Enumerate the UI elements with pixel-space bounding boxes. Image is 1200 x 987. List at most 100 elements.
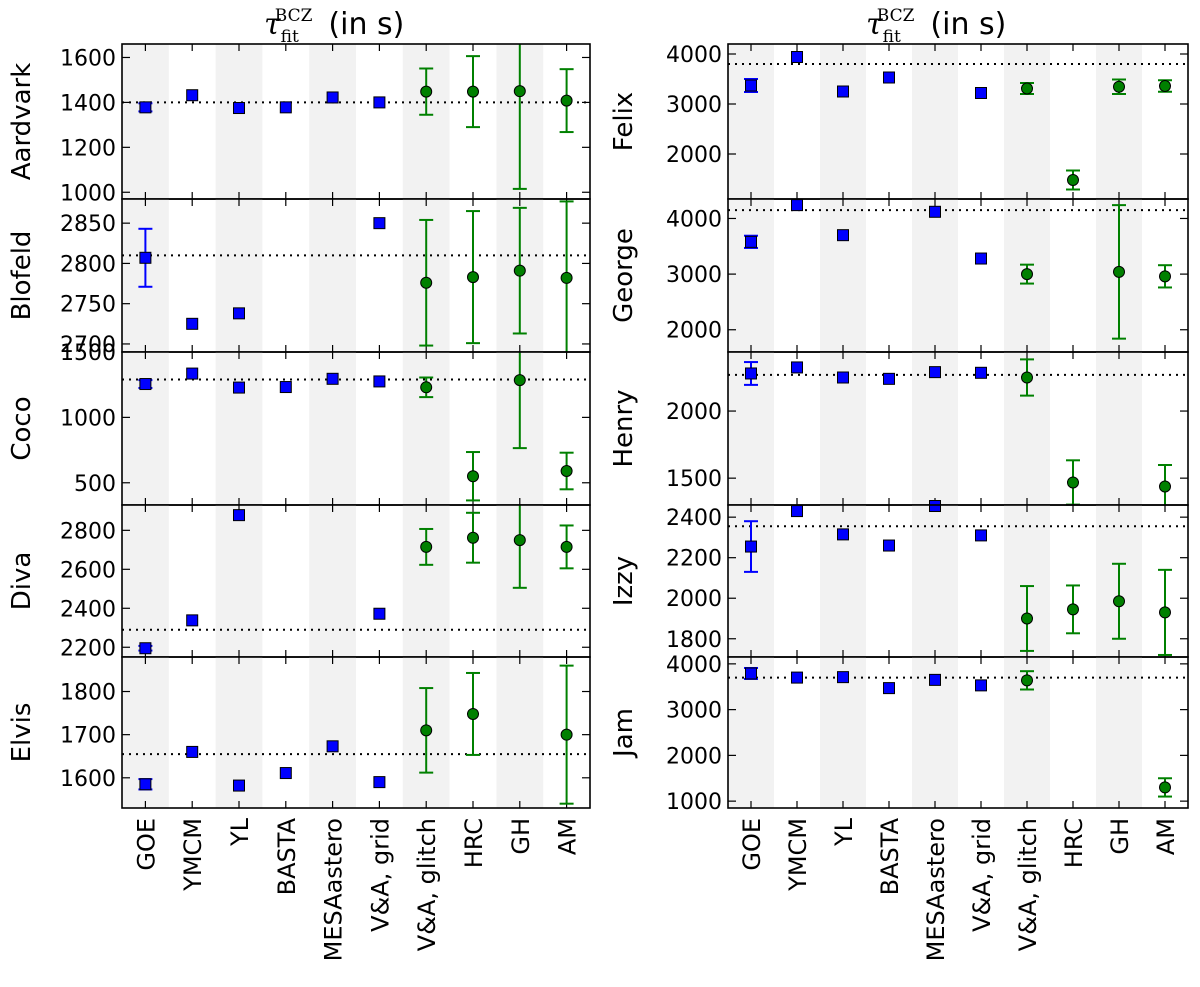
- data-point: [791, 51, 803, 63]
- data-point: [233, 307, 245, 320]
- circle-marker: [560, 271, 573, 284]
- x-category-label: YMCM: [179, 818, 207, 892]
- data-point: [559, 68, 574, 134]
- category-band: [309, 657, 356, 808]
- y-tick-label: 4000: [666, 207, 722, 232]
- data-point: [1066, 459, 1080, 506]
- x-category-label: V&A, grid: [968, 818, 996, 932]
- circle-marker: [513, 374, 526, 387]
- data-point: [138, 227, 153, 288]
- y-tick-label: 2200: [60, 636, 116, 661]
- data-point: [233, 102, 245, 115]
- data-point: [837, 671, 849, 684]
- data-point: [883, 71, 895, 84]
- square-marker: [186, 89, 199, 102]
- data-point: [1158, 568, 1172, 656]
- circle-marker: [1021, 674, 1033, 687]
- data-point: [929, 500, 941, 513]
- y-tick-label: 2400: [60, 597, 116, 622]
- data-point: [744, 78, 758, 93]
- circle-marker: [1067, 174, 1079, 186]
- data-point: [373, 776, 386, 789]
- square-marker: [233, 509, 245, 522]
- data-point: [837, 528, 849, 541]
- square-marker: [837, 371, 849, 384]
- category-band: [309, 44, 356, 199]
- square-marker: [929, 205, 941, 218]
- data-point: [1020, 263, 1034, 285]
- data-point: [419, 687, 434, 774]
- data-point: [466, 210, 480, 345]
- x-category-label: HRC: [460, 818, 488, 868]
- square-marker: [139, 778, 152, 791]
- data-point: [279, 101, 292, 114]
- category-band: [215, 44, 263, 199]
- x-category-label: GH: [1106, 818, 1134, 855]
- circle-marker: [560, 465, 573, 477]
- data-point: [186, 745, 199, 758]
- y-tick-label: 2700: [60, 333, 116, 358]
- square-marker: [975, 252, 987, 265]
- square-marker: [837, 528, 849, 541]
- category-band: [728, 199, 774, 352]
- category-band: [728, 44, 774, 199]
- data-point: [791, 361, 803, 374]
- category-band: [912, 199, 958, 352]
- category-band: [1096, 44, 1142, 199]
- category-band: [912, 505, 958, 657]
- y-tick-label: 2000: [666, 400, 722, 425]
- square-marker: [186, 614, 199, 627]
- data-point: [279, 767, 292, 780]
- square-marker: [373, 776, 386, 789]
- category-band: [820, 199, 866, 352]
- square-marker: [837, 671, 849, 684]
- y-axis-label: George: [609, 228, 639, 323]
- data-point: [975, 366, 987, 379]
- data-point: [186, 317, 199, 330]
- square-marker: [326, 372, 339, 385]
- square-marker: [186, 745, 199, 758]
- x-category-label: V&A, grid: [366, 818, 394, 932]
- square-marker: [791, 671, 803, 684]
- x-category-label: YL: [226, 817, 254, 847]
- data-point: [975, 252, 987, 265]
- square-marker: [975, 366, 987, 379]
- circle-marker: [420, 540, 433, 553]
- y-tick-label: 1500: [666, 467, 722, 492]
- data-point: [1020, 82, 1034, 95]
- square-marker: [139, 101, 152, 114]
- panel-frame: [121, 656, 591, 809]
- circle-marker: [420, 276, 433, 289]
- x-category-label: AM: [554, 818, 582, 855]
- data-point: [837, 229, 849, 242]
- square-marker: [139, 378, 152, 391]
- data-point: [233, 779, 245, 792]
- data-point: [138, 378, 153, 391]
- circle-marker: [1159, 80, 1171, 92]
- y-axis-label: Aardvark: [7, 63, 37, 181]
- data-point: [419, 376, 434, 399]
- circle-marker: [513, 85, 526, 98]
- data-point: [419, 67, 434, 116]
- title-subscript: fit: [281, 27, 299, 47]
- panel-coco: 500 1000 1500 Coco: [7, 341, 591, 506]
- square-marker: [929, 673, 941, 686]
- data-point: [512, 352, 527, 450]
- category-band: [820, 44, 866, 199]
- square-marker: [373, 96, 386, 109]
- y-tick-label: 3000: [666, 699, 722, 724]
- circle-marker: [1113, 80, 1125, 93]
- x-category-label: MESAastero: [922, 818, 950, 961]
- data-point: [929, 205, 941, 218]
- panel-blofeld: 2700 2750 2800 2850 Blofeld: [7, 198, 591, 358]
- data-point: [373, 217, 386, 230]
- square-marker: [373, 375, 386, 388]
- data-point: [326, 91, 339, 104]
- circle-marker: [560, 94, 573, 107]
- x-category-label: GOE: [738, 818, 766, 871]
- y-tick-label: 1800: [666, 628, 722, 653]
- data-point: [466, 511, 480, 564]
- y-tick-label: 2000: [666, 319, 722, 344]
- data-point: [1066, 169, 1080, 191]
